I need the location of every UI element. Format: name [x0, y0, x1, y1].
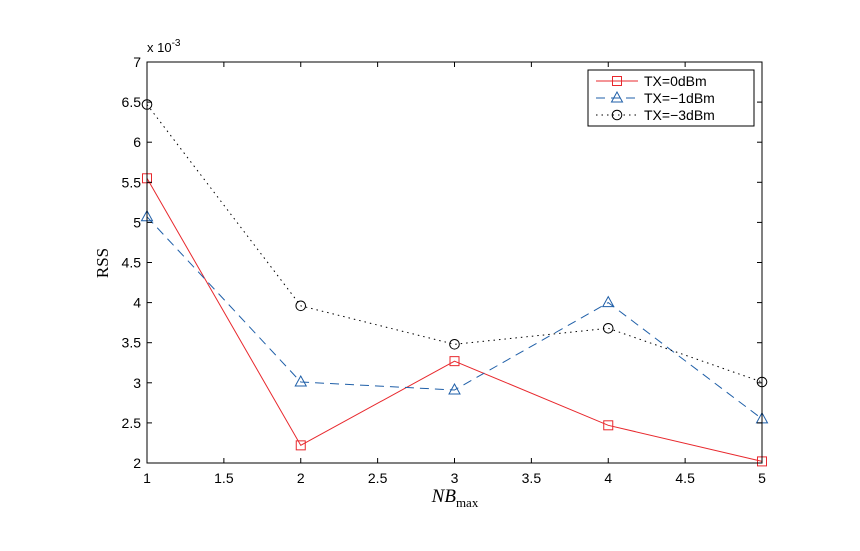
x-tick-label: 4.5 — [675, 470, 695, 486]
legend-item: TX=−1dBm — [596, 90, 715, 106]
y-tick-label: 6 — [133, 134, 141, 150]
legend-marker-square — [612, 76, 622, 86]
x-tick-label: 5 — [758, 470, 766, 486]
y-tick-label: 6.5 — [122, 94, 142, 110]
x-tick-label: 3 — [451, 470, 459, 486]
x-tick-label: 2.5 — [368, 470, 388, 486]
y-tick-label: 5 — [133, 214, 141, 230]
y-tick-label: 7 — [133, 54, 141, 70]
data-point-circle — [602, 322, 614, 334]
y-tick-label: 2 — [133, 455, 141, 471]
plot-area — [147, 62, 762, 463]
x-tick-label: 1 — [143, 470, 151, 486]
y-tick-label: 4.5 — [122, 255, 142, 271]
y-exponent-label: x 10-3 — [147, 38, 181, 55]
series-triangle — [140, 209, 769, 424]
y-tick-label: 3.5 — [122, 335, 142, 351]
y-tick-label: 5.5 — [122, 174, 142, 190]
data-point-circle — [295, 300, 307, 312]
legend-marker-triangle — [610, 90, 624, 103]
legend-label: TX=0dBm — [644, 73, 707, 89]
data-point-triangle — [601, 295, 615, 308]
legend-label: TX=−3dBm — [644, 107, 715, 123]
y-tick-label: 2.5 — [122, 415, 142, 431]
series-line — [146, 178, 763, 462]
data-point-square — [603, 420, 614, 431]
x-tick-label: 2 — [297, 470, 305, 486]
legend-item: TX=−3dBm — [596, 107, 715, 123]
x-axis-label: NBmax — [431, 486, 479, 510]
legend-item: TX=0dBm — [596, 73, 707, 89]
x-tick-label: 3.5 — [522, 470, 542, 486]
legend-label: TX=−1dBm — [644, 90, 715, 106]
y-tick-label: 4 — [133, 295, 141, 311]
series-line — [146, 216, 763, 420]
data-point-triangle — [448, 382, 461, 395]
x-tick-label: 4 — [604, 470, 612, 486]
data-point-square — [449, 356, 460, 367]
y-tick-label: 3 — [133, 375, 141, 391]
legend-marker-circle — [611, 109, 623, 121]
y-axis-label: RSS — [93, 248, 112, 278]
data-point-circle — [449, 339, 460, 350]
data-point-square — [295, 440, 306, 451]
data-point-triangle — [294, 374, 308, 387]
x-tick-label: 1.5 — [214, 470, 234, 486]
